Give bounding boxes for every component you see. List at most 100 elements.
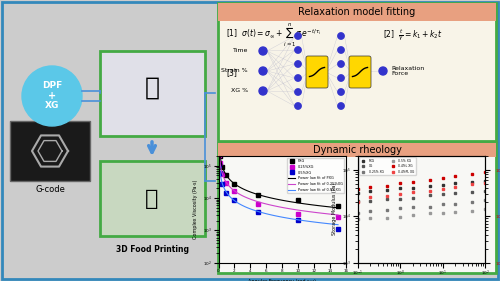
Power law fit of 0.25%XG bbox=[244, 196, 250, 200]
0.25% XG bbox=[384, 208, 390, 211]
Power law fit of 0.25%XG bbox=[278, 205, 283, 209]
Text: Relaxation model fitting: Relaxation model fitting bbox=[298, 7, 416, 17]
Circle shape bbox=[22, 66, 82, 126]
FancyBboxPatch shape bbox=[218, 143, 496, 273]
Line: 0.25%XG: 0.25%XG bbox=[218, 153, 340, 218]
Line: 0.4%L XG: 0.4%L XG bbox=[356, 171, 486, 190]
Line: 0.5% XG: 0.5% XG bbox=[356, 208, 486, 221]
Circle shape bbox=[294, 103, 302, 110]
FancyBboxPatch shape bbox=[218, 3, 496, 141]
0.5%XG bbox=[232, 198, 237, 201]
Circle shape bbox=[294, 60, 302, 67]
0.5% XG bbox=[452, 210, 458, 213]
Y-axis label: Storage Modulus (Pa): Storage Modulus (Pa) bbox=[332, 183, 336, 235]
Circle shape bbox=[338, 33, 344, 40]
0.4%PL XG bbox=[397, 193, 403, 196]
Power law fit of 0.25%XG bbox=[239, 194, 245, 197]
0.4%L XG bbox=[426, 179, 432, 182]
Circle shape bbox=[338, 60, 344, 67]
Text: +: + bbox=[48, 91, 56, 101]
Circle shape bbox=[294, 33, 302, 40]
FancyBboxPatch shape bbox=[218, 143, 496, 157]
0.5% XG bbox=[368, 217, 374, 220]
Text: XG: XG bbox=[45, 101, 59, 110]
0.25%XG bbox=[216, 153, 222, 157]
Legend: PXG, 0.25%XG, 0.5%XG, Power law fit of PXG, Power law fit of 0.25%XG, Power law : PXG, 0.25%XG, 0.5%XG, Power law fit of P… bbox=[287, 158, 344, 193]
FancyBboxPatch shape bbox=[2, 2, 498, 279]
Line: XG: XG bbox=[356, 189, 486, 203]
Power law fit of 0.25%XG bbox=[335, 213, 341, 217]
0.5%XG bbox=[216, 163, 222, 167]
Power law fit of 0.25%XG bbox=[329, 213, 335, 216]
Power law fit of 0.5%XG bbox=[335, 223, 341, 226]
FancyBboxPatch shape bbox=[100, 51, 205, 136]
PXG bbox=[216, 146, 222, 149]
0.4%PL XG bbox=[368, 196, 374, 199]
Text: 🍞: 🍞 bbox=[146, 189, 158, 209]
Power law fit of PXG bbox=[329, 205, 335, 209]
FancyBboxPatch shape bbox=[218, 3, 496, 21]
0.5%XG bbox=[295, 218, 301, 221]
0.4%L XG bbox=[452, 174, 458, 178]
Power law fit of PXG bbox=[287, 200, 293, 203]
PXG bbox=[295, 198, 301, 202]
0.5% XG bbox=[410, 213, 416, 217]
Power law fit of 0.5%XG bbox=[216, 163, 222, 167]
FancyBboxPatch shape bbox=[100, 161, 205, 236]
PXG bbox=[426, 184, 432, 188]
XG bbox=[482, 189, 488, 192]
Text: DPF: DPF bbox=[42, 81, 62, 90]
Power law fit of 0.5%XG bbox=[326, 222, 332, 225]
Power law fit of PXG bbox=[326, 205, 332, 209]
PXG bbox=[397, 187, 403, 190]
Power law fit of 0.5%XG bbox=[244, 206, 250, 209]
PXG bbox=[384, 189, 390, 192]
XG bbox=[426, 194, 432, 197]
0.25%XG bbox=[217, 162, 223, 165]
PXG bbox=[354, 191, 360, 194]
FancyBboxPatch shape bbox=[349, 56, 371, 88]
Circle shape bbox=[259, 87, 267, 95]
Power law fit of PXG bbox=[278, 198, 283, 201]
Circle shape bbox=[294, 46, 302, 53]
Circle shape bbox=[338, 89, 344, 96]
0.4%L XG bbox=[410, 180, 416, 184]
Circle shape bbox=[259, 47, 267, 55]
Power law fit of PXG bbox=[244, 189, 250, 192]
X-axis label: Angular Frequency (rad s⁻¹): Angular Frequency (rad s⁻¹) bbox=[248, 278, 316, 281]
PXG bbox=[410, 186, 416, 189]
XG bbox=[410, 196, 416, 199]
0.25% XG bbox=[368, 210, 374, 213]
Power law fit of 0.5%XG bbox=[239, 204, 245, 207]
0.4%PL XG bbox=[410, 191, 416, 194]
0.25%XG bbox=[224, 181, 230, 184]
Line: PXG: PXG bbox=[218, 146, 340, 207]
XG bbox=[469, 190, 475, 193]
XG bbox=[368, 200, 374, 203]
Text: Time: Time bbox=[232, 49, 248, 53]
Line: 0.25% XG: 0.25% XG bbox=[356, 199, 486, 214]
0.4%PL XG bbox=[469, 182, 475, 186]
0.25% XG bbox=[452, 202, 458, 205]
PXG bbox=[217, 155, 223, 158]
Line: Power law fit of PXG: Power law fit of PXG bbox=[220, 148, 338, 208]
Power law fit of 0.5%XG bbox=[278, 215, 283, 219]
0.5%XG bbox=[217, 171, 223, 175]
0.5% XG bbox=[482, 208, 488, 211]
Line: PXG: PXG bbox=[356, 180, 486, 194]
Circle shape bbox=[294, 89, 302, 96]
Circle shape bbox=[294, 74, 302, 81]
XG bbox=[384, 197, 390, 201]
Circle shape bbox=[338, 103, 344, 110]
XG bbox=[354, 199, 360, 203]
Line: Power law fit of 0.25%XG: Power law fit of 0.25%XG bbox=[220, 155, 338, 215]
0.5% XG bbox=[384, 216, 390, 220]
0.25%XG bbox=[256, 202, 262, 206]
0.4%L XG bbox=[482, 171, 488, 174]
0.25% XG bbox=[482, 199, 488, 202]
0.4%PL XG bbox=[354, 200, 360, 204]
Circle shape bbox=[338, 46, 344, 53]
0.25% XG bbox=[440, 203, 446, 206]
Line: Power law fit of 0.5%XG: Power law fit of 0.5%XG bbox=[220, 165, 338, 225]
Legend: PXG, XG, 0.25% XG, 0.5% XG, 0.4%L XG, 0.4%PL XG: PXG, XG, 0.25% XG, 0.5% XG, 0.4%L XG, 0.… bbox=[359, 157, 416, 175]
